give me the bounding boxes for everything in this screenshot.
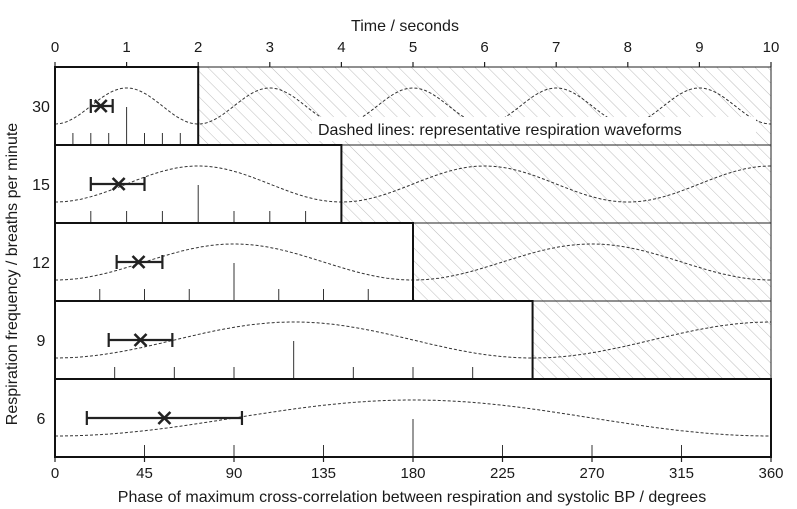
bottom-tick-label-135: 135 xyxy=(311,465,336,482)
top-tick-label-5: 5 xyxy=(409,39,417,56)
row-labels: 30 15 12 9 6 xyxy=(32,99,50,428)
bottom-tick-label-270: 270 xyxy=(579,465,604,482)
top-tick-label-6: 6 xyxy=(480,39,488,56)
row-12-bpm xyxy=(54,222,772,302)
row-15-bpm-waveform xyxy=(55,165,771,203)
bottom-tick-label-90: 90 xyxy=(226,465,243,482)
row-30-bpm-waveform xyxy=(54,87,772,125)
bottom-tick-label-0: 0 xyxy=(51,465,59,482)
bottom-tick-label-315: 315 xyxy=(669,465,694,482)
top-tick-label-2: 2 xyxy=(194,39,202,56)
top-tick-label-0: 0 xyxy=(51,39,59,56)
top-tick-label-1: 1 xyxy=(122,39,130,56)
top-tick-label-8: 8 xyxy=(624,39,632,56)
bottom-axis-title: Phase of maximum cross-correlation betwe… xyxy=(118,489,706,506)
bottom-tick-label-360: 360 xyxy=(758,465,783,482)
row-label-30: 30 xyxy=(32,99,50,116)
row-30-bpm-mean-marker-b xyxy=(93,99,108,113)
row-12-bpm-hatched-area xyxy=(412,222,772,302)
top-tick-label-4: 4 xyxy=(337,39,345,56)
row-label-12: 12 xyxy=(32,255,50,272)
bottom-tick-label-180: 180 xyxy=(400,465,425,482)
row-6-bpm-cycle-box xyxy=(54,378,772,458)
top-tick-label-10: 10 xyxy=(763,39,780,56)
y-axis-title: Respiration frequency / breaths per minu… xyxy=(4,123,21,425)
row-6-bpm-mean-marker-b xyxy=(157,411,172,425)
top-axis-ticks: 0 1 2 3 4 5 6 7 8 9 10 xyxy=(51,39,780,67)
annotation-background xyxy=(312,117,756,141)
row-15-bpm-mean-marker-b xyxy=(111,177,126,191)
top-tick-label-9: 9 xyxy=(695,39,703,56)
bottom-tick-label-225: 225 xyxy=(490,465,515,482)
waveform-annotation: Dashed lines: representative respiration… xyxy=(318,122,682,139)
top-tick-label-7: 7 xyxy=(552,39,560,56)
row-6-bpm-waveform xyxy=(55,399,771,437)
row-9-bpm-waveform xyxy=(55,321,771,359)
row-label-15: 15 xyxy=(32,177,50,194)
bottom-tick-label-45: 45 xyxy=(136,465,153,482)
top-tick-label-3: 3 xyxy=(266,39,274,56)
top-axis-title: Time / seconds xyxy=(351,18,459,35)
row-9-bpm-mean-marker-b xyxy=(133,333,148,347)
row-6-bpm xyxy=(54,378,772,458)
row-12-bpm-mean-marker-b xyxy=(131,255,146,269)
row-15-bpm xyxy=(54,144,772,224)
row-label-6: 6 xyxy=(37,411,46,428)
row-label-9: 9 xyxy=(37,333,46,350)
row-9-bpm xyxy=(54,300,772,380)
bottom-axis-ticks: 0 45 90 135 180 225 270 315 360 xyxy=(51,457,784,482)
